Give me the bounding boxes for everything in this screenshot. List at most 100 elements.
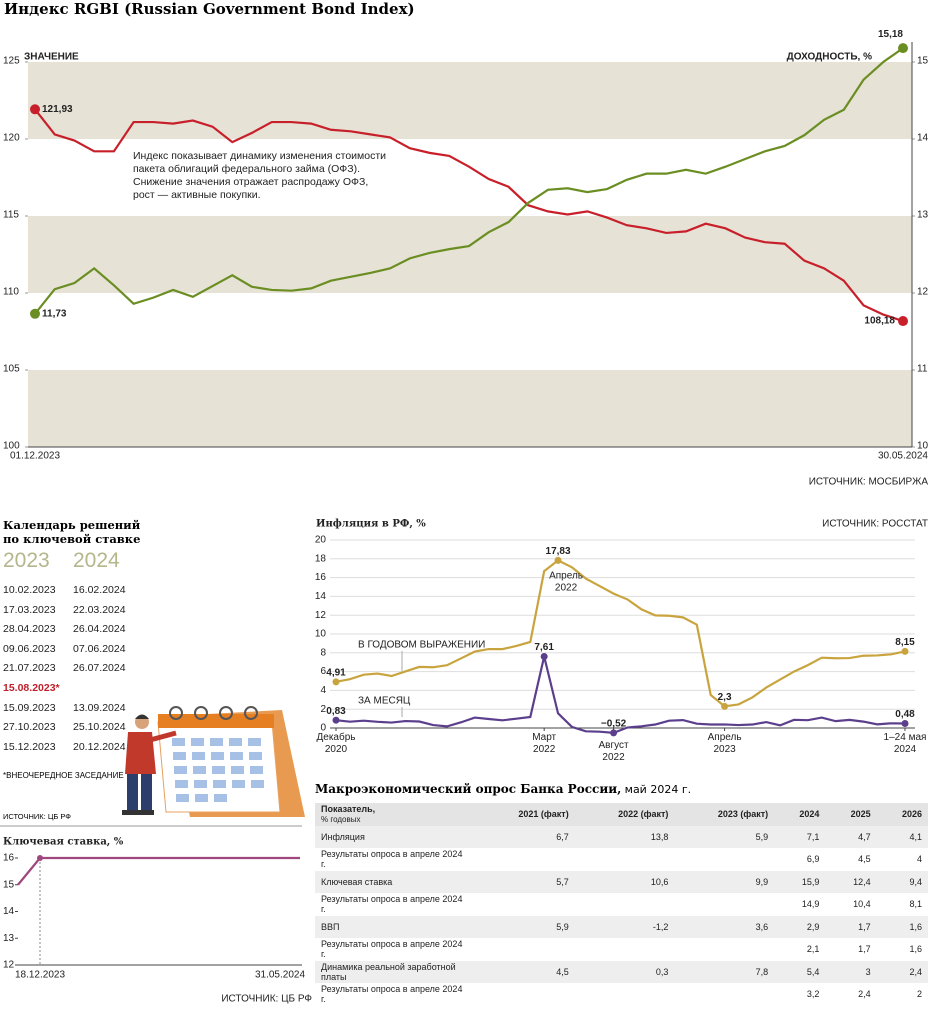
y-tick-label: 125 [3, 56, 20, 67]
chart-title: Индекс RGBI (Russian Government Bond Ind… [4, 0, 415, 18]
y-tick-label: 6 [320, 666, 326, 677]
table-cell: 1,7 [858, 944, 871, 955]
table-cell: 8,1 [909, 899, 922, 910]
table-cell [674, 983, 774, 1006]
y-tick-label: 4 [320, 685, 326, 696]
y-tick-label: 10 [315, 629, 327, 640]
y-tick-label: 12 [315, 610, 327, 621]
footnote: *ВНЕОЧЕРЕДНОЕ ЗАСЕДАНИЕ [3, 771, 124, 780]
calendar-cells [172, 738, 264, 802]
grid-band [28, 370, 912, 447]
y-tick-label: 120 [3, 133, 20, 144]
y-tick-label: 2 [320, 704, 326, 715]
y-tick-label: 8 [320, 647, 326, 658]
table-cell: 10,4 [853, 899, 871, 910]
table-cell: 0,3 [655, 966, 669, 977]
table-cell [475, 938, 575, 961]
table-cell: 7,1 [806, 831, 820, 842]
table-cell [475, 983, 575, 1006]
table-title: Макроэкономический опрос Банка России, [315, 782, 622, 796]
y-tick-label: 15 [3, 879, 15, 890]
table-cell: Результаты опроса в апреле 2024 г. [321, 984, 463, 1005]
calendar-date: 28.04.2023 [3, 623, 56, 636]
calendar-date: 21.07.2023 [3, 662, 56, 675]
table-cell: 12,4 [853, 876, 871, 887]
table-wrap: Показатель,% годовых 2021 (факт) 2022 (фак… [315, 803, 928, 1006]
grid-band [28, 62, 912, 139]
marker [554, 556, 562, 564]
calendar-header [158, 714, 274, 728]
marker [332, 678, 340, 686]
table-cell: 9,9 [755, 876, 769, 887]
value-label: 2,3 [718, 692, 732, 703]
table-cell: 2,4 [858, 989, 871, 1000]
marker [332, 716, 340, 724]
y2-tick-label: 13 [917, 210, 929, 221]
value-label: 17,83 [546, 546, 571, 557]
chart-title: Инфляция в РФ, % [316, 519, 426, 530]
table-cell: Динамика реальной заработной платы [321, 961, 456, 982]
table-row: Результаты опроса в апреле 2024 г. 2,1 1,7… [315, 938, 928, 961]
table-cell: 6,7 [556, 831, 569, 842]
calendar-date: 26.07.2024 [73, 662, 126, 675]
marker [610, 729, 618, 737]
calendar-date: 15.09.2023 [3, 701, 56, 714]
table-header-row: Показатель,% годовых 2021 (факт) 2022 (фак… [315, 803, 928, 826]
legend-label: ЗА МЕСЯЦ [358, 696, 411, 707]
table-cell: 2,4 [909, 966, 922, 977]
marker [898, 316, 908, 327]
annotation: Индекс показывает динамику изменения сто… [133, 150, 387, 201]
y2-tick-label: 10 [917, 441, 929, 452]
x-tick-label: 01.12.2023 [10, 451, 60, 462]
table-row: Результаты опроса в апреле 2024 г. 3,2 2,4… [315, 983, 928, 1006]
y-tick-label: 13 [3, 933, 15, 944]
person-leg [141, 774, 152, 812]
table-cell: Ключевая ставка [321, 876, 393, 887]
table-cell: 1,7 [858, 921, 871, 932]
table-row: Динамика реальной заработной платы 4,5 0,3… [315, 960, 928, 983]
table-heading: Макроэкономический опрос Банка России, м… [315, 782, 691, 796]
source: ИСТОЧНИК: ЦБ РФ [3, 812, 71, 821]
table-cell [674, 893, 774, 916]
calendar-title: Календарь решений по ключевой ставке [3, 518, 141, 546]
source: ИСТОЧНИК: МОСБИРЖА [809, 477, 929, 488]
y-tick-label: 14 [315, 591, 327, 602]
value-label: 15,18 [878, 29, 903, 40]
y-tick-label: 110 [3, 287, 19, 298]
marker [30, 104, 40, 115]
marker [540, 652, 548, 660]
table-cell: ВВП [321, 921, 340, 932]
table-header-cell: 2021 (факт) [475, 803, 575, 826]
table-subtitle: май 2024 г. [624, 783, 692, 796]
x-tick-label: 18.12.2023 [15, 970, 65, 981]
x-tick-label: Апрель 2023 [708, 732, 742, 755]
calendar-date: 10.02.2023 [3, 584, 56, 596]
calendar-year: 2024 [73, 549, 120, 572]
marker [37, 855, 43, 861]
table-cell: -1,2 [652, 921, 669, 932]
person-hair [135, 714, 149, 719]
y-tick-label: 115 [3, 210, 19, 221]
calendar-date: 22.03.2024 [73, 603, 126, 616]
table-row: Инфляция 6,7 13,8 5,9 7,1 4,7 4,1 [315, 825, 928, 848]
calendar-date: 26.04.2024 [73, 623, 126, 636]
calendar-date: 09.06.2023 [3, 642, 56, 655]
value-label: 0,48 [895, 709, 915, 720]
table-cell: 9,4 [909, 876, 922, 887]
y2-tick-label: 12 [917, 287, 929, 298]
calendar-year: 2023 [3, 549, 50, 572]
x-tick-label: 31.05.2024 [255, 970, 305, 981]
line [17, 856, 300, 886]
y-tick-label: 100 [3, 441, 20, 452]
source: ИСТОЧНИК: РОССТАТ [822, 519, 928, 530]
table-header-cell: 2023 (факт) [674, 803, 775, 826]
table-header-cell: 2026 [876, 803, 928, 826]
table-cell: 13,8 [650, 831, 669, 842]
table-cell: 5,7 [556, 876, 569, 887]
value-label: 0,83 [326, 706, 346, 717]
table-cell: 6,9 [806, 854, 820, 865]
table-header-cell: 2022 (факт) [574, 803, 675, 826]
table-cell [674, 848, 774, 871]
table-cell: 15,9 [801, 876, 820, 887]
marker [898, 43, 908, 54]
